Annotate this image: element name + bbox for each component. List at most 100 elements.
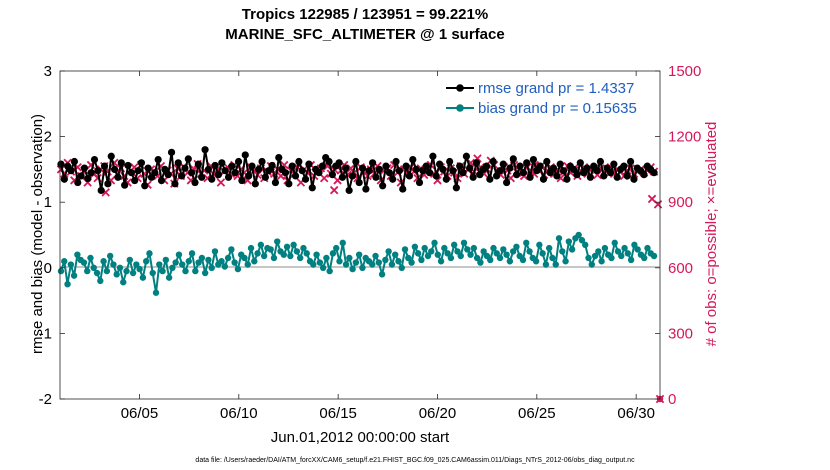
right-axis: 0 300 600 900 1200 1500: [655, 63, 701, 408]
series-bias-point: [218, 258, 225, 265]
series-rmse-point: [365, 167, 373, 175]
series-bias-point: [405, 254, 412, 262]
series-bias-point: [313, 251, 320, 258]
series-rmse-point: [549, 164, 558, 172]
series-rmse-point: [576, 159, 584, 167]
series-bias-point: [598, 258, 605, 265]
series-bias-point: [247, 244, 255, 252]
series-bias-point: [421, 244, 428, 252]
series-bias-point: [565, 238, 573, 245]
series-bias-point: [283, 243, 291, 251]
series-rmse-point: [67, 167, 75, 175]
series-rmse-point: [415, 178, 424, 187]
series-bias-point: [431, 239, 438, 247]
series-rmse-point: [553, 172, 561, 180]
series-bias-point: [90, 264, 97, 271]
series-bias-point: [185, 258, 192, 265]
series-rmse-point: [352, 157, 360, 166]
series-bias-point: [129, 269, 137, 277]
series-bias-point: [624, 250, 632, 257]
series-rmse-point: [563, 175, 571, 183]
series-bias-point: [120, 279, 127, 286]
series-rmse-point: [281, 169, 290, 177]
series-bias-point: [126, 256, 133, 264]
obs-point: [319, 173, 329, 183]
series-bias-point: [575, 231, 582, 239]
series-rmse-point: [626, 157, 635, 166]
series-bias-point: [460, 239, 468, 247]
series-rmse-point: [586, 173, 594, 181]
left-axis: -2 -1 0 1 2 3: [39, 63, 65, 408]
series-bias-point: [319, 264, 327, 271]
series-rmse-point: [228, 162, 236, 170]
series-rmse-point: [529, 155, 538, 164]
title-line-1: Tropics 122985 / 123951 = 99.221%: [242, 6, 488, 23]
series-rmse-point: [161, 165, 169, 173]
series-bias-point: [93, 269, 101, 277]
series-rmse-point: [338, 173, 347, 181]
series-rmse-point: [379, 182, 387, 190]
series-bias-point: [270, 254, 278, 262]
series-bias-point: [175, 251, 183, 258]
series-rmse-point: [305, 160, 313, 168]
series-rmse-point: [650, 169, 658, 177]
series-rmse-point: [181, 164, 189, 172]
series-bias-point: [287, 252, 294, 260]
series-bias-point: [293, 248, 301, 255]
series-rmse-point: [164, 171, 172, 179]
series-rmse-point: [100, 162, 109, 170]
series-rmse-point: [348, 172, 357, 180]
series-bias-point: [310, 261, 317, 268]
series-rmse-point: [382, 162, 390, 170]
series-rmse-point: [157, 176, 166, 185]
series-bias-point: [542, 261, 550, 268]
x-tick-label: 06/30: [617, 405, 655, 422]
series-bias-point: [336, 258, 343, 265]
series-rmse-point: [301, 175, 310, 183]
series-rmse-point: [87, 169, 95, 177]
series-bias-point: [591, 252, 599, 260]
y-axis-label-right: # of obs: o=possible; ×=evaluated: [703, 122, 720, 347]
series-layer: [56, 146, 665, 404]
series-bias-point: [562, 258, 569, 265]
series-bias-point: [355, 251, 363, 258]
series-bias-point: [634, 246, 641, 253]
series-bias-point: [467, 251, 474, 258]
series-rmse-point: [114, 173, 122, 181]
series-bias-point: [303, 250, 310, 257]
left-tick-label: 2: [44, 129, 52, 146]
series-bias-point: [414, 250, 422, 257]
series-bias-point: [369, 261, 376, 268]
series-rmse-point: [476, 171, 484, 179]
series-rmse-point: [466, 164, 474, 172]
series-rmse-point: [452, 184, 460, 192]
series-bias-point: [513, 243, 520, 251]
series-bias-point: [165, 274, 173, 281]
series-bias-point: [493, 250, 500, 257]
series-bias-point: [260, 252, 268, 260]
series-bias-point: [352, 259, 360, 266]
series-bias-point: [182, 267, 189, 275]
series-bias-point: [326, 267, 333, 275]
series-rmse-point: [124, 161, 132, 170]
right-tick-label: 1200: [668, 129, 701, 146]
left-tick-label: -1: [39, 325, 52, 342]
series-bias-point: [359, 264, 366, 271]
series-bias-point: [618, 252, 625, 260]
series-bias-point: [509, 248, 517, 255]
series-bias-point: [221, 263, 229, 270]
series-rmse-point: [362, 185, 370, 193]
plot-frame: [59, 70, 661, 400]
series-rmse-point: [583, 164, 591, 172]
series-bias-point: [290, 241, 297, 249]
series-bias-point: [450, 241, 458, 249]
series-bias-point: [274, 238, 281, 245]
left-tick-label: -2: [39, 391, 52, 408]
series-rmse-point: [399, 185, 407, 193]
series-rmse-point: [241, 151, 249, 159]
series-rmse-point: [499, 160, 507, 168]
series-bias-point: [578, 237, 586, 244]
series-rmse-point: [368, 159, 377, 167]
series-rmse-point: [295, 157, 303, 166]
series-bias-point: [333, 244, 340, 252]
